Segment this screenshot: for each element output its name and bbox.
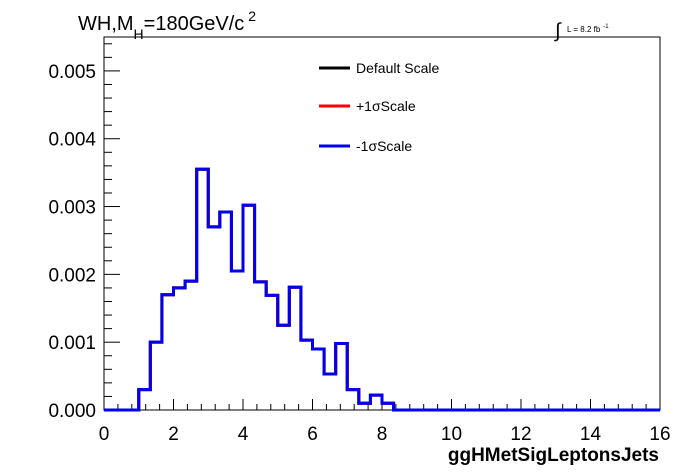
chart-title-superscript: 2: [248, 8, 256, 24]
y-tick-label: 0.005: [48, 62, 96, 83]
x-tick-label: 16: [649, 424, 670, 445]
y-tick-label: 0.001: [48, 333, 96, 354]
y-tick-label: 0.000: [48, 401, 96, 422]
x-tick-label: 14: [580, 424, 602, 445]
y-tick-label: 0.004: [48, 130, 96, 151]
legend-label-0: Default Scale: [356, 60, 439, 76]
x-tick-label: 0: [99, 424, 110, 445]
series-line-2: [104, 167, 660, 412]
y-tick-label: 0.002: [48, 265, 96, 286]
histogram-series: [104, 167, 660, 412]
lumi-text: L = 8.2 fb: [567, 25, 601, 34]
legend-label-2: -1σScale: [356, 138, 412, 154]
chart-title-subscript: H: [134, 26, 144, 42]
lumi-integral-sign: ∫: [554, 20, 562, 42]
lumi-superscript: -1: [603, 24, 609, 30]
x-tick-label: 10: [441, 424, 462, 445]
chart-title-main: WH,M: [78, 13, 134, 35]
x-tick-label: 4: [238, 424, 249, 445]
x-tick-label: 6: [307, 424, 318, 445]
legend-label-1: +1σScale: [356, 98, 416, 114]
x-tick-label: 12: [510, 424, 531, 445]
axis-tick-labels: 0 2 4 6 8 10 12 14 16 0.000 0.001 0.002 0.003 0.004 0.…: [48, 62, 670, 445]
y-tick-label: 0.003: [48, 198, 96, 219]
chart-title: WH,MH=180GeV/c 2: [78, 8, 256, 42]
chart-legend: Default Scale +1σScale -1σScale: [319, 60, 439, 154]
chart-title-rest: =180GeV/c: [144, 13, 245, 35]
x-tick-label: 2: [168, 424, 179, 445]
lumi-label: L = 8.2 fb -1: [567, 24, 609, 34]
x-axis-label: ggHMetSigLeptonsJets: [448, 445, 659, 466]
x-tick-label: 8: [377, 424, 388, 445]
